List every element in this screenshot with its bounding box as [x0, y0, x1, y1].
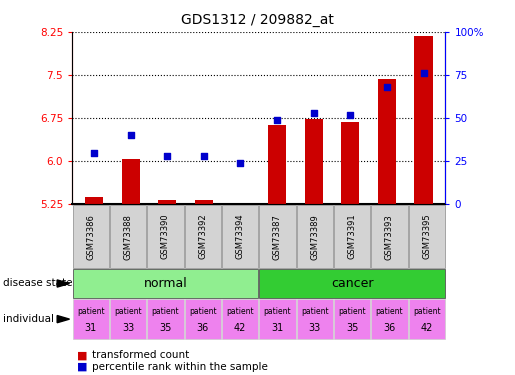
Text: 31: 31 [84, 323, 97, 333]
Text: 33: 33 [122, 323, 134, 333]
Point [163, 153, 171, 159]
Bar [195, 200, 213, 204]
Text: 35: 35 [159, 323, 171, 333]
Bar [158, 200, 177, 204]
Text: disease state: disease state [3, 279, 72, 288]
Text: patient: patient [338, 306, 366, 315]
Bar [341, 122, 359, 204]
Point [346, 112, 354, 118]
Bar [378, 79, 396, 204]
Text: 42: 42 [234, 323, 246, 333]
Text: 33: 33 [308, 323, 321, 333]
Text: 35: 35 [346, 323, 358, 333]
Point [310, 110, 318, 116]
Text: 42: 42 [421, 323, 433, 333]
Text: patient: patient [264, 306, 291, 315]
Text: 31: 31 [271, 323, 284, 333]
Point [383, 84, 391, 90]
Text: GSM73395: GSM73395 [422, 214, 431, 260]
Bar [415, 36, 433, 204]
Text: patient: patient [151, 306, 179, 315]
Text: patient: patient [375, 306, 403, 315]
Bar [85, 198, 103, 204]
Text: patient: patient [301, 306, 329, 315]
Bar [122, 159, 140, 204]
Point [236, 160, 245, 166]
Point [127, 132, 135, 138]
Text: patient: patient [413, 306, 441, 315]
Text: GSM73387: GSM73387 [273, 214, 282, 260]
Text: GSM73392: GSM73392 [198, 214, 207, 260]
Polygon shape [57, 280, 70, 287]
Point [419, 70, 427, 76]
Text: ■: ■ [77, 362, 88, 372]
Bar [268, 125, 286, 204]
Text: ■: ■ [77, 351, 88, 360]
Bar [304, 119, 323, 204]
Text: GSM73389: GSM73389 [311, 214, 319, 260]
Text: GSM73391: GSM73391 [348, 214, 356, 260]
Text: 36: 36 [383, 323, 396, 333]
Text: GSM73388: GSM73388 [124, 214, 132, 260]
Text: 36: 36 [197, 323, 209, 333]
Text: transformed count: transformed count [92, 351, 189, 360]
Text: GSM73386: GSM73386 [87, 214, 95, 260]
Polygon shape [57, 315, 70, 323]
Text: GSM73393: GSM73393 [385, 214, 394, 260]
Text: GDS1312 / 209882_at: GDS1312 / 209882_at [181, 13, 334, 27]
Point [200, 153, 208, 159]
Text: patient: patient [77, 306, 105, 315]
Point [273, 117, 281, 123]
Text: patient: patient [226, 306, 254, 315]
Text: cancer: cancer [331, 277, 373, 290]
Text: patient: patient [114, 306, 142, 315]
Text: individual: individual [3, 314, 54, 324]
Text: normal: normal [144, 277, 187, 290]
Text: patient: patient [189, 306, 217, 315]
Text: GSM73390: GSM73390 [161, 214, 170, 260]
Point [90, 150, 98, 156]
Text: percentile rank within the sample: percentile rank within the sample [92, 362, 268, 372]
Text: GSM73394: GSM73394 [236, 214, 245, 260]
